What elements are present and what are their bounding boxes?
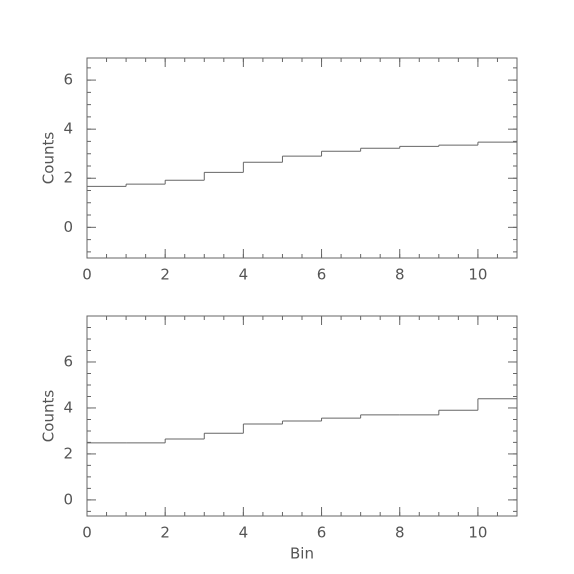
y-tick-label: 2 [63,444,73,462]
y-tick-label: 6 [63,71,73,89]
x-tick-label: 4 [239,524,249,542]
y-tick-label: 0 [63,490,73,508]
y-tick-label: 0 [63,218,73,236]
x-tick-label: 10 [468,524,487,542]
x-tick-label: 2 [160,266,170,284]
y-tick-label: 4 [63,398,73,416]
y-axis-label: Counts [40,390,58,443]
y-tick-label: 2 [63,169,73,187]
x-tick-label: 6 [317,524,327,542]
y-tick-label: 4 [63,120,73,138]
x-axis-label: Bin [290,545,314,563]
x-tick-label: 4 [239,266,249,284]
plot-frame [86,315,518,517]
x-tick-label: 6 [317,266,327,284]
x-tick-label: 2 [160,524,170,542]
x-tick-label: 8 [395,524,405,542]
x-tick-label: 0 [82,266,92,284]
y-axis-label: Counts [40,132,58,185]
y-tick-label: 6 [63,352,73,370]
x-tick-label: 0 [82,524,92,542]
plot-frame [86,57,518,259]
x-tick-label: 8 [395,266,405,284]
x-tick-label: 10 [468,266,487,284]
